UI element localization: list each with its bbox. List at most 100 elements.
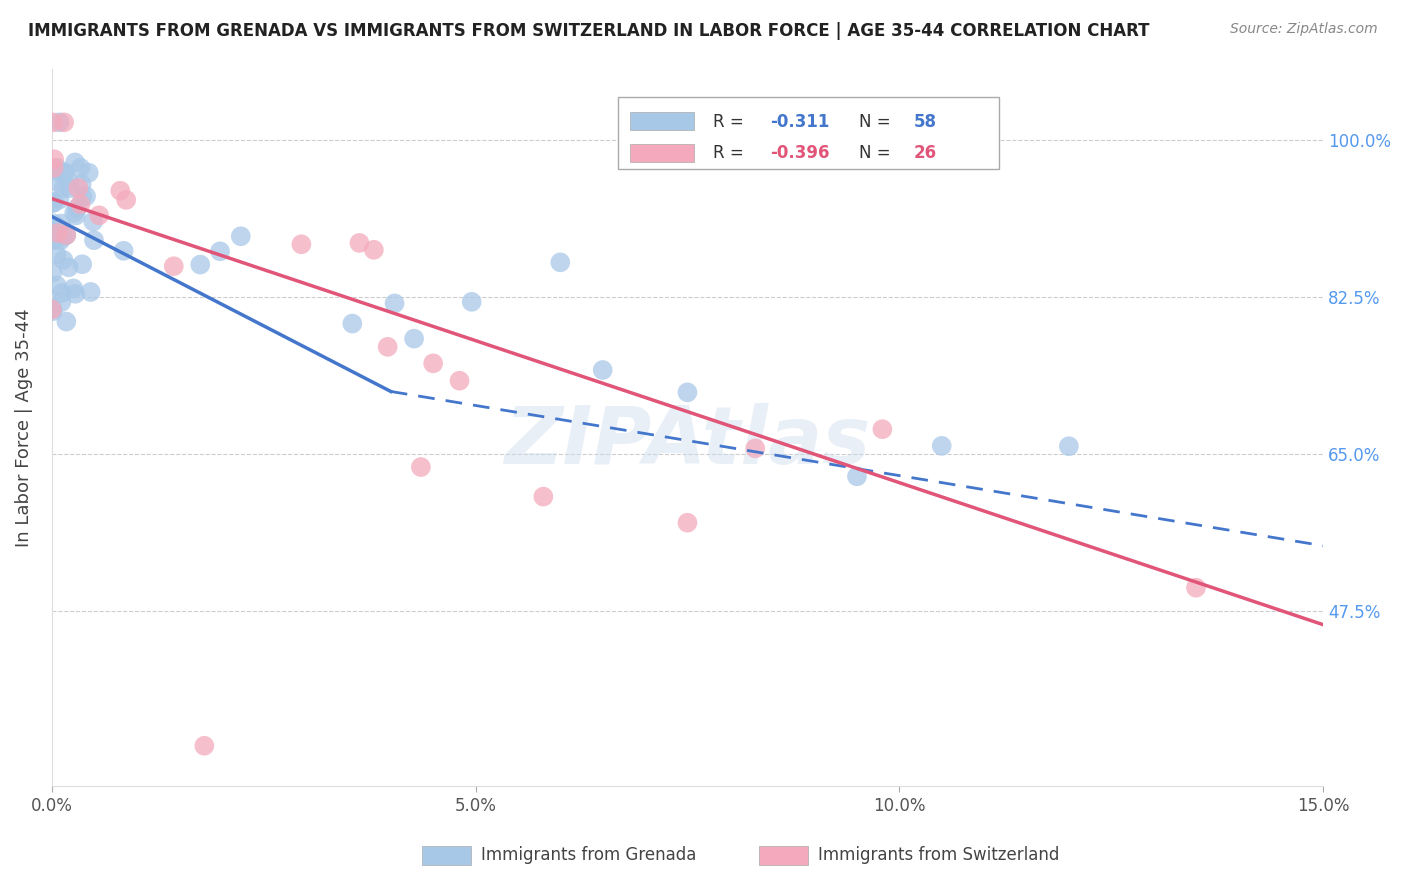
- Text: N =: N =: [859, 112, 896, 130]
- Point: [42, 161, 65, 175]
- Point: [65, 286, 87, 301]
- Point: [48, 193, 70, 207]
- Text: -0.396: -0.396: [770, 145, 830, 162]
- Point: [744, 442, 766, 456]
- Text: 26: 26: [914, 145, 936, 162]
- Text: R =: R =: [713, 145, 749, 162]
- Point: [531, 490, 554, 504]
- Point: [1057, 439, 1080, 453]
- Point: [45, 161, 67, 175]
- Point: [63, 155, 86, 169]
- Point: [69, 197, 91, 211]
- Point: [70, 257, 93, 271]
- Point: [52, 252, 75, 267]
- Point: [72, 190, 94, 204]
- Point: [75, 189, 97, 203]
- Text: Source: ZipAtlas.com: Source: ZipAtlas.com: [1230, 22, 1378, 37]
- Point: [449, 374, 471, 388]
- Point: [42, 304, 65, 318]
- Point: [193, 739, 215, 753]
- Point: [89, 208, 111, 222]
- Point: [41, 196, 63, 211]
- Point: [41, 301, 63, 315]
- Point: [110, 184, 132, 198]
- Y-axis label: In Labor Force | Age 35-44: In Labor Force | Age 35-44: [15, 308, 32, 547]
- Point: [460, 294, 482, 309]
- Point: [342, 317, 364, 331]
- Point: [41, 302, 63, 317]
- Point: [52, 165, 75, 179]
- Point: [846, 469, 869, 483]
- Point: [51, 285, 73, 300]
- Point: [42, 216, 65, 230]
- Point: [53, 115, 76, 129]
- Point: [45, 219, 67, 234]
- Point: [45, 278, 67, 293]
- Point: [49, 234, 72, 248]
- Point: [79, 285, 101, 299]
- Point: [676, 516, 699, 530]
- Point: [45, 248, 67, 262]
- Point: [51, 230, 73, 244]
- Point: [55, 228, 77, 243]
- Point: [42, 115, 65, 129]
- Point: [62, 281, 84, 295]
- FancyBboxPatch shape: [617, 97, 998, 169]
- Point: [53, 165, 76, 179]
- Text: Immigrants from Switzerland: Immigrants from Switzerland: [818, 847, 1060, 864]
- Point: [1185, 581, 1208, 595]
- Point: [70, 178, 93, 192]
- Point: [377, 340, 399, 354]
- Point: [55, 228, 77, 243]
- Text: N =: N =: [859, 145, 896, 162]
- Point: [58, 260, 80, 275]
- Point: [41, 266, 63, 280]
- Point: [69, 161, 91, 175]
- Point: [65, 209, 87, 223]
- Point: [44, 174, 66, 188]
- Point: [51, 295, 73, 310]
- FancyBboxPatch shape: [630, 112, 693, 130]
- Point: [290, 237, 312, 252]
- Point: [550, 255, 572, 269]
- Point: [58, 175, 80, 189]
- Text: ZIPAtlas: ZIPAtlas: [505, 402, 870, 481]
- Point: [163, 259, 186, 273]
- Point: [422, 356, 444, 370]
- Point: [872, 422, 894, 436]
- Point: [188, 258, 211, 272]
- Point: [48, 115, 70, 129]
- Point: [51, 217, 73, 231]
- Text: R =: R =: [713, 112, 749, 130]
- Point: [66, 201, 89, 215]
- Point: [46, 226, 69, 240]
- Point: [55, 315, 77, 329]
- Point: [41, 233, 63, 247]
- Point: [83, 233, 105, 247]
- Point: [676, 385, 699, 400]
- Text: IMMIGRANTS FROM GRENADA VS IMMIGRANTS FROM SWITZERLAND IN LABOR FORCE | AGE 35-4: IMMIGRANTS FROM GRENADA VS IMMIGRANTS FR…: [28, 22, 1150, 40]
- Point: [209, 244, 232, 259]
- Point: [229, 229, 252, 244]
- FancyBboxPatch shape: [630, 144, 693, 161]
- Point: [67, 181, 90, 195]
- Point: [112, 244, 135, 258]
- Point: [349, 235, 371, 250]
- Point: [931, 439, 953, 453]
- Point: [82, 214, 104, 228]
- Point: [592, 363, 614, 377]
- Point: [48, 165, 70, 179]
- Point: [384, 296, 406, 310]
- Point: [363, 243, 385, 257]
- Point: [52, 181, 75, 195]
- Text: Immigrants from Grenada: Immigrants from Grenada: [481, 847, 696, 864]
- Point: [409, 460, 432, 475]
- Point: [58, 181, 80, 195]
- Point: [115, 193, 138, 207]
- Point: [44, 195, 66, 210]
- Text: 58: 58: [914, 112, 936, 130]
- Point: [63, 206, 86, 220]
- Point: [404, 332, 426, 346]
- Point: [42, 153, 65, 167]
- Text: -0.311: -0.311: [770, 112, 830, 130]
